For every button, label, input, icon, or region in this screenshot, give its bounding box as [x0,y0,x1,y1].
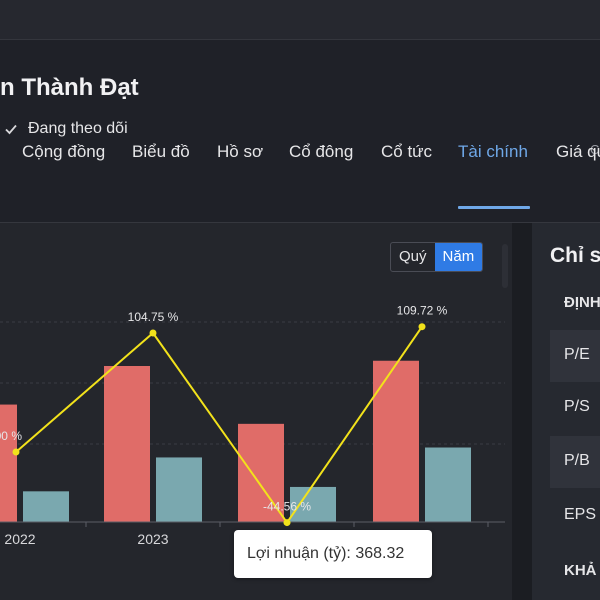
company-header: n Thành Đạt Đang theo dõi C [0,40,600,222]
tab-co-tuc[interactable]: Cổ tức [381,142,433,161]
growth-label: 109.72 % [397,304,448,318]
financial-chart: 202220235 11.00 %104.75 %-44.56 %109.72 … [0,304,505,547]
indicator-label: EPS [564,506,597,523]
follow-toggle[interactable]: Đang theo dõi [4,120,128,138]
period-toggle: Quý Năm [390,242,484,272]
growth-label: -44.56 % [263,500,311,514]
growth-point [418,323,426,331]
indicator-row-ps[interactable]: P/S [550,382,600,434]
indicator-row-eps[interactable]: EPS [550,490,600,542]
tab-cong-dong[interactable]: Cộng đồng [22,142,106,161]
growth-point [283,519,291,527]
bar-revenue [238,423,284,522]
x-tick-label: 2022 [4,531,35,547]
year-button[interactable]: Năm [434,243,483,271]
indicator-panel-title: Chỉ s [550,244,600,267]
chart-tooltip: Lợi nhuận (tỷ): 368.32 [234,530,432,578]
growth-line [15,326,423,525]
top-bar [0,0,600,40]
scrollbar[interactable] [502,244,508,288]
tab-ho-so[interactable]: Hồ sơ [217,142,264,161]
tooltip-text: Lợi nhuận (tỷ): 368.32 [247,545,405,562]
bar-profit [23,491,69,522]
header-divider [0,222,600,223]
indicator-label: P/S [564,398,590,415]
follow-label: Đang theo dõi [28,120,128,137]
indicator-panel [532,223,600,600]
truncated-text: C [590,142,600,157]
valuation-section-title: ĐỊNH [564,294,600,311]
tab-gia-qua-khu[interactable]: Giá qu [556,142,600,161]
bar-profit [156,457,202,522]
growth-point [149,329,157,337]
profitability-section-title: KHẢ [564,562,597,579]
x-tick-label: 2023 [137,531,168,547]
quarter-button[interactable]: Quý [399,248,427,265]
indicator-row-pe[interactable]: P/E [550,330,600,382]
company-title: n Thành Đạt [0,74,139,101]
bar-revenue [373,360,419,522]
panel-gap [512,223,532,600]
growth-point [12,448,20,456]
bar-revenue [104,366,150,522]
tab-co-dong[interactable]: Cổ đông [289,142,354,161]
bar-profit [425,447,471,522]
indicator-label: P/E [564,346,590,363]
tab-bieu-do[interactable]: Biểu đồ [132,142,190,161]
tab-bar: Cộng đồng Biểu đồ Hồ sơ Cổ đông Cổ tức T… [0,138,600,184]
growth-label: 11.00 % [0,429,22,443]
active-tab-indicator [458,206,530,209]
indicator-label: P/B [564,452,590,469]
bar-profit [290,486,336,522]
indicator-row-pb[interactable]: P/B [550,436,600,488]
check-icon [5,124,17,135]
growth-label: 104.75 % [128,310,179,324]
tab-tai-chinh[interactable]: Tài chính [458,142,528,161]
bar-revenue [0,404,17,522]
